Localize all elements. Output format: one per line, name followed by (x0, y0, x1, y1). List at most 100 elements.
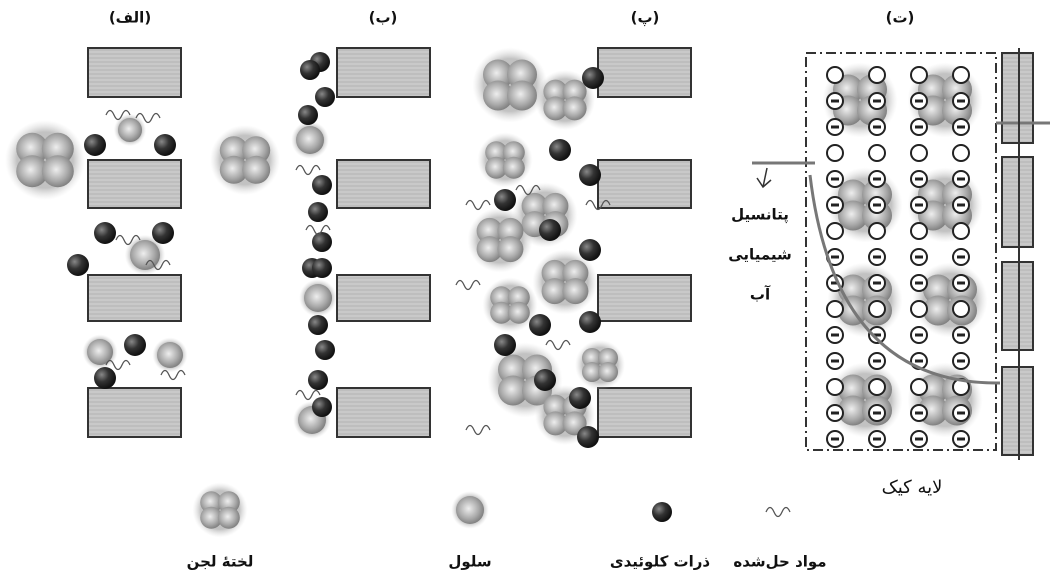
ion (953, 145, 969, 161)
colloid (312, 258, 332, 278)
colloid (539, 219, 561, 241)
membrane-block (1002, 53, 1033, 143)
ion (827, 301, 843, 317)
ion (869, 67, 885, 83)
colloid (312, 397, 332, 417)
cake-label: لایه کیک (882, 477, 943, 498)
membrane-block (88, 160, 181, 208)
floc-fuzz (575, 340, 625, 390)
membrane-block (337, 275, 430, 321)
ion (827, 379, 843, 395)
panel-label: (الف) (109, 9, 151, 27)
membrane-block (598, 160, 691, 208)
colloid (312, 175, 332, 195)
membrane-block (598, 388, 691, 437)
colloid (652, 502, 672, 522)
colloid (579, 164, 601, 186)
floc-fuzz (473, 48, 548, 123)
membrane-block (1002, 367, 1033, 455)
floc-cell (598, 362, 618, 382)
floc-cell (497, 236, 523, 262)
colloid (579, 239, 601, 261)
colloid (315, 340, 335, 360)
legend-label: لختهٔ لجن (187, 553, 254, 571)
floc-cell (508, 302, 530, 324)
annotation: آب (750, 286, 771, 304)
floc-cell (242, 156, 270, 184)
floc-fuzz (210, 125, 280, 195)
membrane-block (598, 48, 691, 97)
legend-label: مواد حل‌شده (733, 553, 826, 571)
annotation: پتانسیل (731, 206, 789, 225)
floc-fuzz (828, 363, 903, 438)
membrane-block (337, 388, 430, 437)
floc-cell (563, 96, 587, 120)
colloid (94, 222, 116, 244)
ion (911, 67, 927, 83)
membrane-block (598, 275, 691, 321)
colloid (529, 314, 551, 336)
floc-fuzz (193, 483, 248, 538)
ion (869, 223, 885, 239)
legend-label: سلول (448, 553, 491, 571)
cell (304, 284, 332, 312)
panel-label: (ت) (886, 9, 915, 27)
colloid (494, 334, 516, 356)
cell (157, 342, 183, 368)
colloid (94, 367, 116, 389)
floc-fuzz (5, 120, 85, 200)
floc-fuzz (478, 133, 533, 188)
colloid (579, 311, 601, 333)
floc-cell (42, 155, 74, 187)
ion (911, 223, 927, 239)
membrane-block (337, 48, 430, 97)
ion (827, 145, 843, 161)
colloid (67, 254, 89, 276)
colloid (577, 426, 599, 448)
cell (118, 118, 142, 142)
cell (130, 240, 160, 270)
floc-cell (562, 278, 588, 304)
annotation: شیمیایی (728, 246, 792, 264)
ion (869, 145, 885, 161)
floc-fuzz (908, 363, 983, 438)
colloid (534, 369, 556, 391)
colloid (549, 139, 571, 161)
cell (456, 496, 484, 524)
colloid (308, 370, 328, 390)
floc-cell (218, 507, 240, 529)
membrane-block (88, 388, 181, 437)
colloid (298, 105, 318, 125)
solute (546, 341, 570, 350)
ion (827, 223, 843, 239)
colloid (312, 232, 332, 252)
floc-fuzz (468, 208, 533, 273)
colloid (308, 202, 328, 222)
solute (466, 426, 490, 435)
ion (911, 145, 927, 161)
membrane-block (88, 48, 181, 97)
solute (766, 508, 790, 517)
panel-label: (پ) (631, 9, 660, 27)
colloid (569, 387, 591, 409)
membrane-block (337, 160, 430, 208)
solute (456, 281, 480, 290)
colloid (300, 60, 320, 80)
ion (869, 379, 885, 395)
ion (953, 301, 969, 317)
colloid (494, 189, 516, 211)
floc-cell (503, 157, 525, 179)
colloid (154, 134, 176, 156)
panel-label: (ب) (369, 9, 398, 27)
membrane-block (1002, 262, 1033, 350)
ion (869, 301, 885, 317)
ion (953, 223, 969, 239)
floc-fuzz (913, 263, 988, 338)
legend-label: ذرات کلوئیدی (610, 553, 710, 571)
membrane-block (1002, 157, 1033, 247)
floc-cell (507, 81, 537, 111)
arrow (757, 168, 771, 187)
cell (296, 126, 324, 154)
solute (466, 201, 490, 210)
colloid (124, 334, 146, 356)
